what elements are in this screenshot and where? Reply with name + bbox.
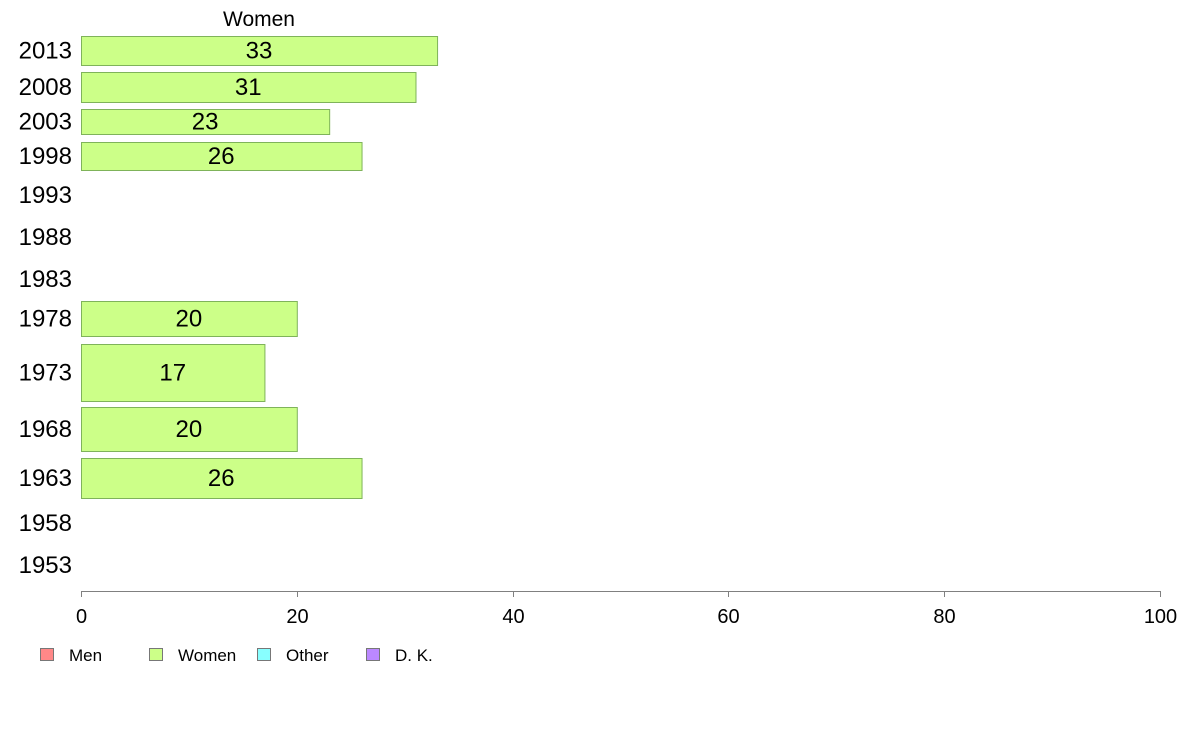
legend-swatch	[366, 648, 380, 661]
category-label: 1963	[19, 465, 72, 492]
bar	[81, 36, 439, 66]
category-label: 1998	[19, 143, 72, 170]
bar	[81, 142, 363, 171]
x-axis: 0 20 40 60 80 100	[76, 591, 1177, 628]
category-label: 1953	[19, 552, 72, 579]
legend-swatch	[40, 648, 54, 661]
category-label: 2008	[19, 74, 72, 101]
bar-value-label: 20	[176, 306, 203, 333]
legend-label: Women	[178, 646, 236, 665]
bar-value-label: 31	[235, 74, 262, 101]
bars	[81, 36, 439, 499]
bar-value-label: 33	[246, 38, 273, 65]
category-label: 1988	[19, 224, 72, 251]
bar	[81, 407, 298, 452]
legend-label: Other	[286, 646, 329, 665]
bar	[81, 344, 266, 402]
category-label: 2003	[19, 109, 72, 136]
category-label: 1978	[19, 306, 72, 333]
bar	[81, 109, 331, 135]
bar	[81, 301, 298, 337]
category-labels: 2013 2008 2003 1998 1993 1988 1983 1978 1973 1968…	[19, 38, 72, 580]
x-tick-label: 60	[717, 606, 739, 628]
x-tick-label: 100	[1144, 606, 1177, 628]
legend-swatch	[149, 648, 163, 661]
legend: Men Women Other D. K.	[40, 646, 433, 665]
x-tick-label: 0	[76, 606, 87, 628]
bar	[81, 72, 417, 103]
bar-value-label: 17	[159, 360, 186, 387]
x-tick-label: 40	[502, 606, 524, 628]
category-label: 2013	[19, 38, 72, 65]
category-label: 1983	[19, 266, 72, 293]
category-label: 1958	[19, 510, 72, 537]
category-label: 1968	[19, 416, 72, 443]
category-label: 1973	[19, 360, 72, 387]
bar	[81, 458, 363, 499]
legend-swatch	[257, 648, 271, 661]
bar-value-label: 20	[176, 416, 203, 443]
x-tick-label: 20	[286, 606, 308, 628]
bar-value-label: 26	[208, 465, 235, 492]
column-header: Women	[223, 8, 295, 31]
column-header-layer: Women	[223, 8, 295, 31]
x-tick-label: 80	[933, 606, 955, 628]
bar-value-label: 23	[192, 109, 219, 136]
bar-value-label: 26	[208, 143, 235, 170]
legend-label: D. K.	[395, 646, 433, 665]
legend-label: Men	[69, 646, 102, 665]
category-label: 1993	[19, 182, 72, 209]
